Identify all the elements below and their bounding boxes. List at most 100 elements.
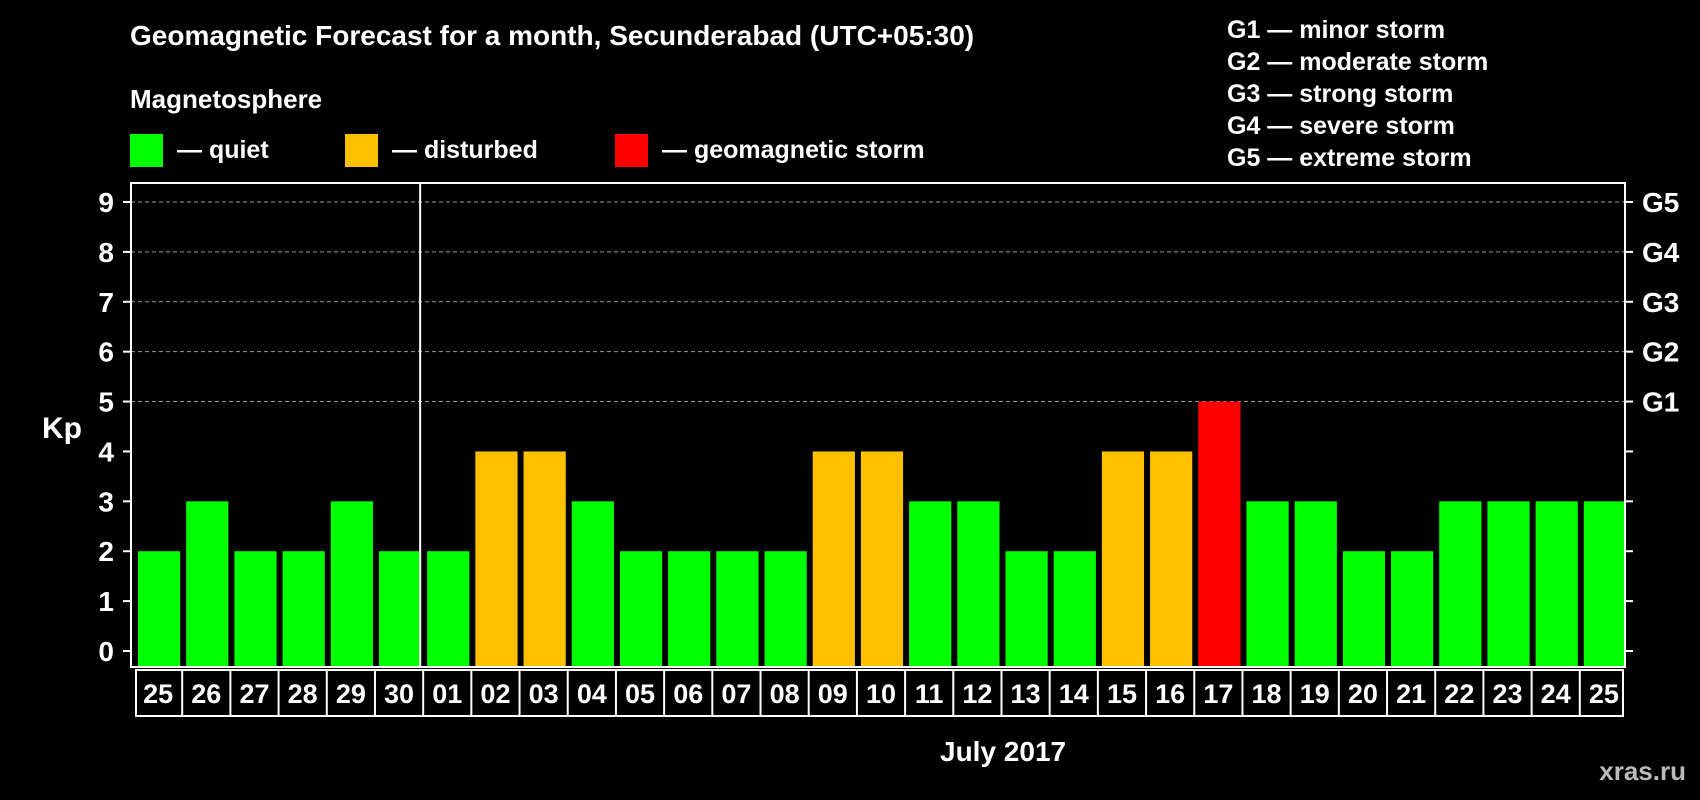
bar-23 (1246, 501, 1289, 667)
y-tick-label-2: 2 (98, 536, 114, 567)
bar-3 (282, 551, 325, 667)
x-tick-label-25: 20 (1348, 679, 1378, 709)
x-tick-label-26: 21 (1396, 679, 1426, 709)
x-tick-label-4: 29 (336, 679, 366, 709)
legend-disturbed-label: — disturbed (392, 135, 538, 164)
right-tick-label-g1: G1 (1642, 387, 1679, 418)
plot-frame (130, 182, 1626, 668)
x-tick-label-2: 27 (239, 679, 269, 709)
bar-24 (1294, 501, 1337, 667)
category-box-frame (135, 669, 1624, 717)
legend-disturbed: — disturbed (345, 133, 538, 167)
y-tick-label-1: 1 (98, 586, 114, 617)
bar-30 (1583, 501, 1626, 667)
bar-14 (812, 451, 855, 667)
x-tick-label-6: 01 (432, 679, 462, 709)
bar-8 (523, 451, 566, 667)
y-tick-label-5: 5 (98, 387, 114, 418)
x-tick-label-28: 23 (1492, 679, 1522, 709)
x-tick-label-16: 11 (915, 679, 944, 709)
y-tick-label-0: 0 (98, 636, 114, 667)
bar-20 (1101, 451, 1145, 667)
bar-19 (1053, 551, 1096, 667)
legend-subtitle: Magnetosphere (130, 84, 323, 114)
bar-13 (764, 551, 807, 667)
legend-storm-swatch (615, 133, 648, 167)
bar-10 (619, 551, 663, 667)
x-tick-label-23: 18 (1252, 679, 1282, 709)
x-tick-label-10: 05 (625, 679, 655, 709)
x-tick-label-30: 25 (1589, 679, 1619, 709)
x-tick-label-14: 09 (818, 679, 848, 709)
x-tick-label-8: 03 (529, 679, 559, 709)
bar-25 (1342, 551, 1386, 667)
storm-legend-g3: G3 — strong storm (1227, 80, 1454, 108)
bar-22 (1198, 401, 1241, 667)
legend-storm: — geomagnetic storm (615, 133, 925, 167)
y-axis-title: Kp (42, 412, 82, 445)
x-axis-label: July 2017 (940, 736, 1067, 767)
storm-legend-g4: G4 — severe storm (1227, 112, 1455, 140)
bar-2 (234, 551, 277, 667)
storm-legend-g5: G5 — extreme storm (1227, 144, 1472, 172)
bar-17 (957, 501, 1000, 667)
x-tick-label-1: 26 (191, 679, 221, 709)
y-tick-label-9: 9 (98, 187, 114, 218)
x-tick-label-13: 08 (770, 679, 800, 709)
legend-storm-label: — geomagnetic storm (662, 135, 925, 164)
legend-quiet-swatch (130, 133, 163, 167)
right-tick-label-g3: G3 (1642, 287, 1679, 318)
legend-disturbed-swatch (345, 133, 378, 167)
y-tick-label-8: 8 (98, 237, 114, 268)
storm-legend-g2: G2 — moderate storm (1227, 48, 1489, 76)
bar-6 (427, 551, 470, 667)
bar-9 (571, 501, 614, 667)
x-tick-label-19: 14 (1059, 679, 1089, 709)
bar-7 (475, 451, 518, 667)
storm-level-legend: G1 — minor storm G2 — moderate storm G3 … (1227, 14, 1488, 174)
x-tick-label-29: 24 (1541, 679, 1571, 709)
legend-quiet: — quiet (130, 133, 269, 167)
x-tick-label-7: 02 (480, 679, 510, 709)
chart-title: Geomagnetic Forecast for a month, Secund… (130, 20, 975, 51)
bar-21 (1150, 451, 1193, 667)
bar-16 (909, 501, 952, 667)
y-tick-label-3: 3 (98, 486, 114, 517)
x-tick-label-0: 25 (143, 679, 173, 709)
bar-28 (1487, 501, 1530, 667)
x-tick-label-15: 10 (866, 679, 896, 709)
bar-26 (1391, 551, 1434, 667)
bar-5 (378, 551, 422, 667)
x-tick-label-3: 28 (288, 679, 318, 709)
x-tick-label-12: 07 (721, 679, 751, 709)
bar-0 (138, 551, 181, 667)
bar-29 (1535, 501, 1578, 667)
bar-12 (716, 551, 759, 667)
y-tick-label-6: 6 (98, 337, 114, 368)
x-tick-label-5: 30 (384, 679, 414, 709)
bar-1 (186, 501, 229, 667)
bar-15 (860, 451, 904, 667)
watermark: xras.ru (1599, 756, 1686, 786)
x-tick-label-22: 17 (1203, 679, 1233, 709)
right-tick-label-g4: G4 (1642, 237, 1680, 268)
x-tick-label-27: 22 (1444, 679, 1474, 709)
x-tick-label-24: 19 (1300, 679, 1330, 709)
x-tick-label-9: 04 (577, 679, 607, 709)
y-tick-label-7: 7 (98, 287, 114, 318)
storm-legend-g1: G1 — minor storm (1227, 16, 1446, 44)
x-tick-label-20: 15 (1107, 679, 1137, 709)
y-tick-label-4: 4 (98, 436, 114, 467)
x-tick-label-18: 13 (1011, 679, 1041, 709)
bar-11 (668, 551, 711, 667)
bar-27 (1439, 501, 1482, 667)
x-tick-label-21: 16 (1155, 679, 1185, 709)
legend-quiet-label: — quiet (177, 135, 269, 164)
x-tick-label-11: 06 (673, 679, 703, 709)
right-tick-label-g5: G5 (1642, 187, 1679, 218)
x-tick-label-17: 12 (962, 679, 992, 709)
bar-4 (330, 501, 373, 667)
right-tick-label-g2: G2 (1642, 337, 1679, 368)
bar-18 (1005, 551, 1048, 667)
